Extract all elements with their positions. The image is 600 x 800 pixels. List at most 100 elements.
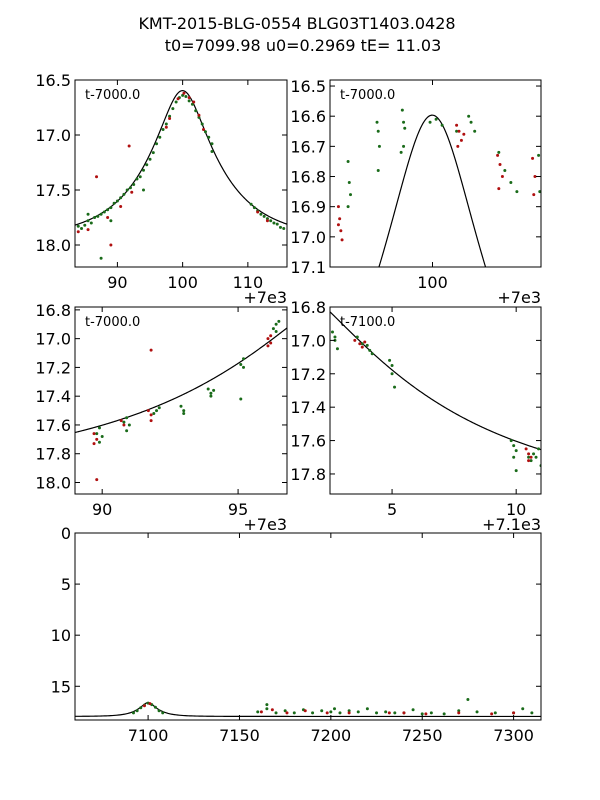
data-point (86, 212, 90, 216)
data-point (270, 708, 274, 712)
data-point (402, 144, 406, 148)
series-1 (95, 319, 281, 444)
data-point (459, 138, 463, 142)
data-point (141, 188, 145, 192)
axes-frame (329, 79, 542, 268)
y-tick-label: 17.0 (35, 330, 71, 349)
x-tick-label: 100 (167, 273, 198, 292)
data-point (83, 223, 87, 227)
data-point (403, 126, 407, 130)
data-point (529, 459, 533, 463)
y-tick-label: 17.8 (290, 465, 326, 484)
data-point (353, 338, 357, 342)
data-point (527, 452, 531, 456)
data-point (157, 406, 161, 410)
data-point (242, 357, 246, 361)
data-point (102, 210, 106, 214)
data-point (400, 108, 404, 112)
x-tick-label: 7250 (402, 726, 443, 745)
data-point (509, 439, 513, 443)
data-point (493, 711, 497, 715)
data-point (285, 711, 289, 715)
data-point (283, 709, 287, 713)
data-point (340, 238, 344, 242)
data-point (390, 363, 394, 367)
data-point (207, 135, 211, 139)
data-point (122, 423, 126, 427)
data-point (93, 216, 97, 219)
x-tick-label: 90 (107, 273, 127, 292)
y-tick-label: 17.0 (290, 228, 326, 247)
axes-frame (74, 306, 288, 495)
data-point (420, 712, 424, 716)
data-point (358, 342, 362, 346)
data-point (76, 230, 80, 234)
series-2 (336, 123, 537, 242)
data-point (320, 709, 324, 713)
data-point (457, 711, 461, 715)
data-point (387, 711, 391, 715)
x-tick-label: 110 (233, 273, 264, 292)
data-point (330, 330, 334, 334)
data-point (456, 144, 460, 148)
data-point (128, 186, 132, 190)
data-point (194, 109, 198, 113)
data-point (360, 345, 364, 349)
data-point (179, 404, 183, 408)
data-point (106, 216, 110, 219)
y-tick-label: 17.1 (290, 258, 326, 277)
data-point (274, 329, 278, 333)
data-point (92, 442, 96, 446)
data-point (356, 710, 360, 714)
data-point (239, 397, 243, 401)
data-point (455, 123, 459, 127)
data-point (99, 212, 103, 216)
axes-frame (74, 532, 542, 721)
data-point (197, 115, 201, 119)
y-tick-label: 10 (51, 626, 71, 645)
data-point (370, 352, 374, 356)
data-point (365, 343, 369, 347)
data-point (168, 117, 172, 120)
data-point (141, 168, 145, 172)
data-point (210, 142, 214, 146)
x-offset-label: +7e3 (497, 288, 541, 307)
data-point (537, 447, 541, 451)
data-point (125, 429, 129, 433)
y-tick-label: 16.6 (290, 107, 326, 126)
data-point (514, 449, 518, 453)
data-point (197, 113, 201, 117)
y-tick-label: 0 (61, 524, 71, 543)
data-point (347, 711, 351, 715)
data-point (402, 711, 406, 715)
data-point (125, 188, 129, 192)
y-tick-label: 16.9 (290, 198, 326, 217)
data-point (375, 711, 379, 715)
data-point (100, 434, 104, 438)
data-point (97, 426, 101, 430)
panel-4: 5 10 16.8 17.0 17.2 17.4 17.6 17.8 t-7100.0 +7.1e… (290, 298, 542, 534)
data-point (335, 347, 339, 351)
data-point (125, 416, 129, 420)
data-point (265, 703, 269, 707)
series-1 (330, 330, 541, 473)
data-point (182, 411, 186, 415)
data-point (266, 344, 270, 348)
y-tick-label: 16.8 (290, 298, 326, 317)
data-point (256, 710, 260, 714)
model-curve (75, 327, 287, 434)
data-point (497, 150, 501, 154)
data-point (138, 175, 142, 179)
panel-5: 7100 7150 7200 7250 7300 0 5 10 15 (51, 524, 542, 745)
series-2 (76, 91, 269, 247)
data-point (212, 388, 216, 392)
data-point (399, 150, 403, 154)
y-tick-label: 17.0 (35, 126, 71, 145)
data-point (174, 100, 178, 104)
series-1 (346, 108, 541, 209)
data-point (158, 135, 162, 139)
data-point (119, 419, 123, 423)
series-2 (142, 702, 516, 716)
data-point (384, 710, 388, 714)
data-point (176, 97, 180, 101)
